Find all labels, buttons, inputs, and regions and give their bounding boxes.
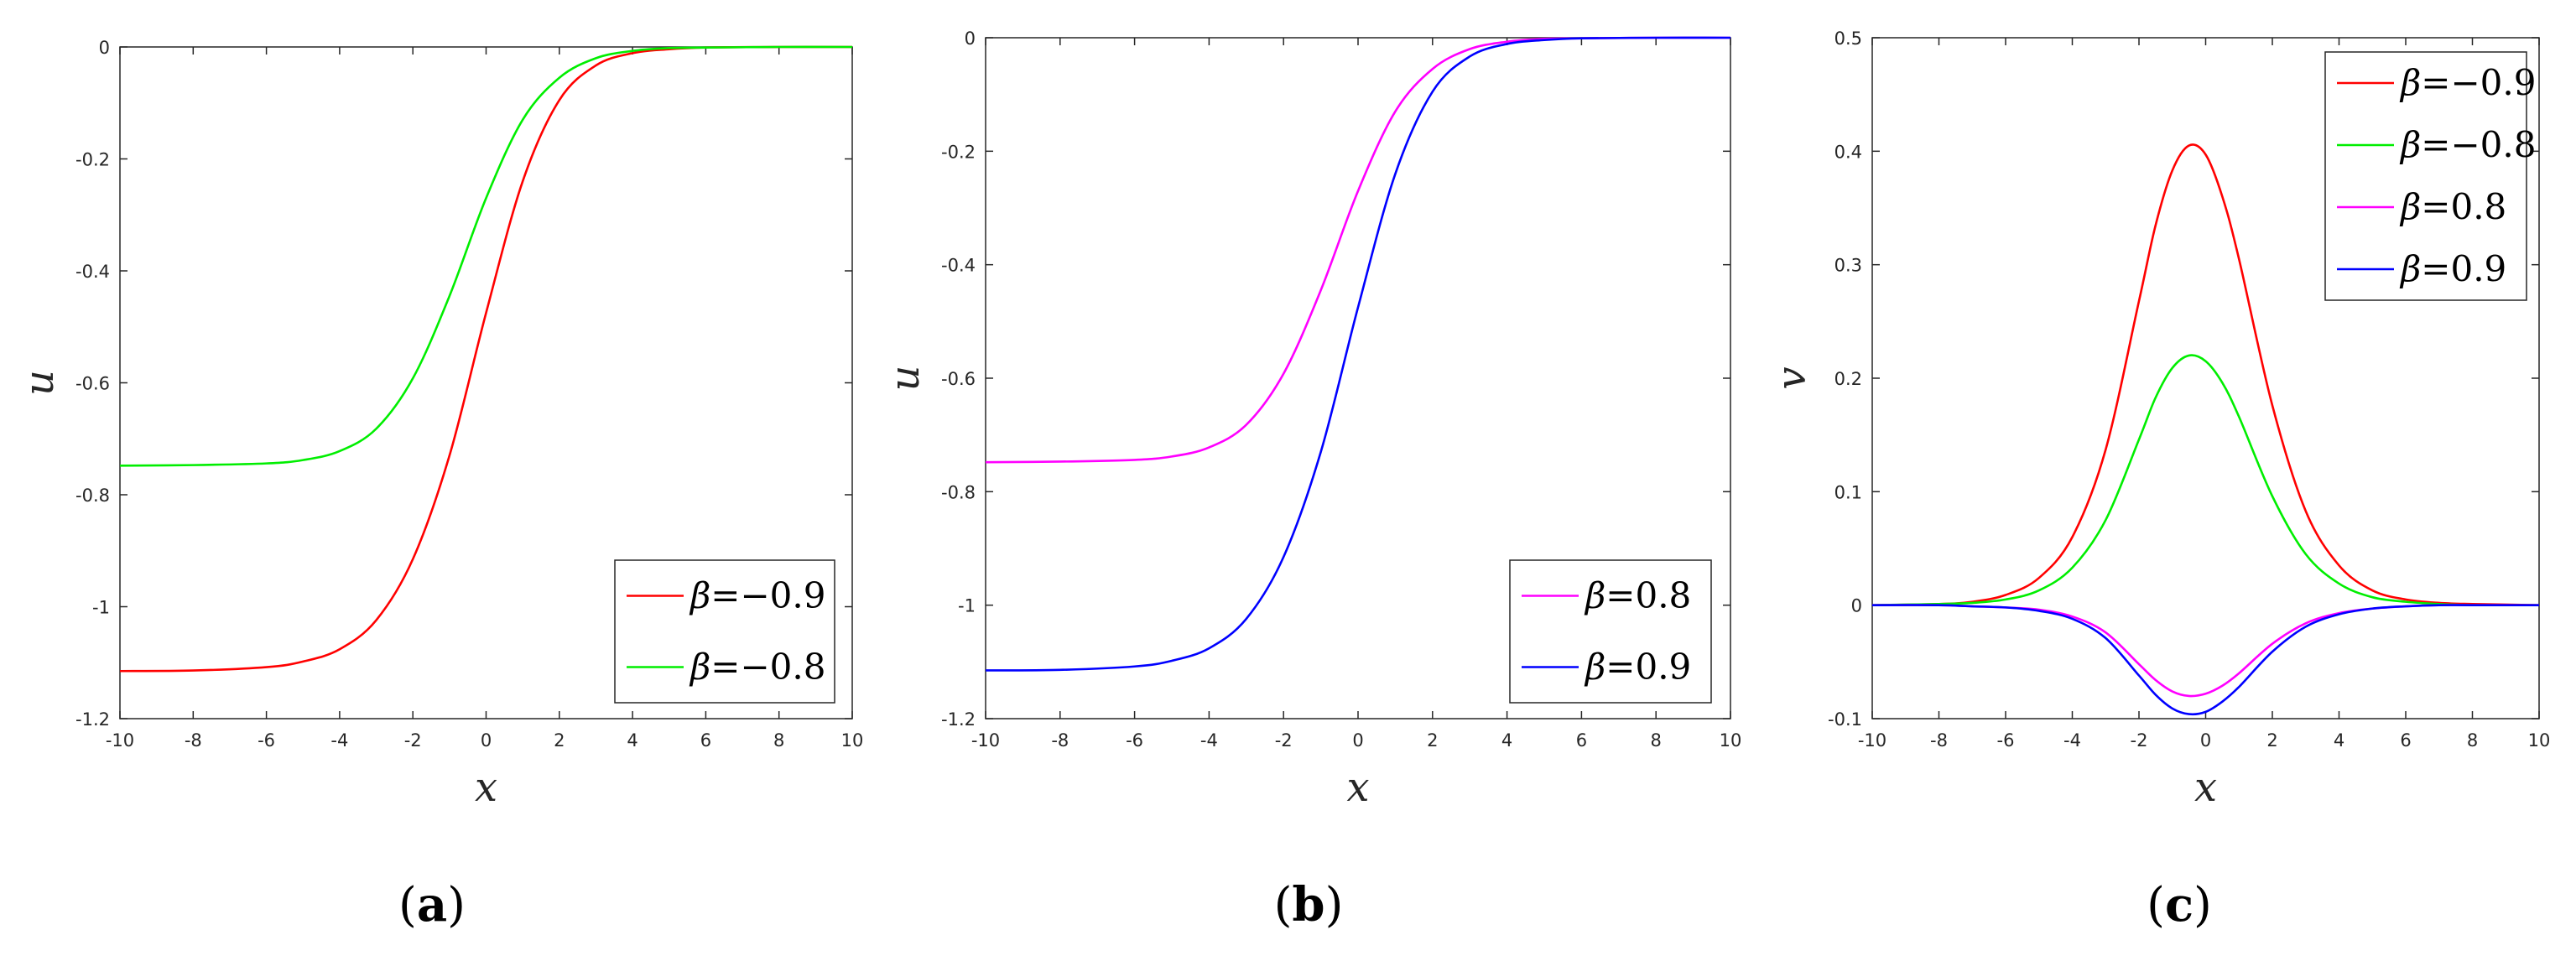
x-tick-label: 6 — [2400, 730, 2411, 751]
y-tick-label: 0.5 — [1834, 29, 1862, 49]
series-line — [119, 45, 853, 467]
x-tick-label: -4 — [2063, 730, 2081, 751]
x-tick-label: 10 — [1720, 730, 1742, 751]
y-tick-label: -1 — [958, 596, 976, 616]
x-tick-label: -2 — [1275, 730, 1293, 751]
x-tick-label: -6 — [1126, 730, 1143, 751]
y-axis-label: u — [16, 370, 63, 396]
y-tick-label: -1.2 — [75, 709, 110, 730]
series-line — [985, 36, 1731, 672]
x-tick-label: 2 — [554, 730, 565, 751]
y-tick-label: -0.2 — [75, 150, 110, 170]
legend-label: β=−0.8 — [689, 647, 825, 688]
y-tick-label: 0.1 — [1834, 482, 1862, 502]
panel-a: -10 -8 -6 -4 -2 0 2 4 6 8 10 -1.2 -1 -0.8 -0.6 -0.4 -0.2… — [16, 38, 863, 932]
y-tick-label: -0.4 — [75, 262, 110, 282]
x-tick-label: -2 — [2131, 730, 2148, 751]
legend-label: β=0.9 — [1584, 647, 1691, 688]
x-tick-label: -6 — [1997, 730, 2015, 751]
y-tick-label: -0.1 — [1828, 709, 1862, 730]
x-tick-label: 6 — [1576, 730, 1587, 751]
x-tick-label: -8 — [1930, 730, 1948, 751]
panel-label: (c) — [2147, 877, 2212, 932]
x-tick-label: 2 — [2266, 730, 2277, 751]
legend-label: β=0.8 — [1584, 575, 1691, 616]
x-tick-label: 10 — [2528, 730, 2551, 751]
x-axis-label: x — [2194, 764, 2217, 811]
y-tick-label: -1 — [92, 598, 110, 618]
y-tick-label: -0.4 — [941, 256, 976, 276]
x-tick-label: -2 — [404, 730, 422, 751]
legend-box — [2324, 51, 2527, 301]
x-axis-label: x — [1346, 764, 1369, 811]
x-tick-label: 2 — [1427, 730, 1438, 751]
x-tick-label: 0 — [2200, 730, 2211, 751]
panel-label: (b) — [1274, 877, 1344, 932]
y-tick-label: -0.8 — [941, 482, 976, 502]
panel-c: -10 -8 -6 -4 -2 0 2 4 6 8 10 -0.1 0 0.1 0.2 0.3 0.4 0.5 x v… — [1768, 29, 2550, 932]
y-axis-label: v — [1768, 366, 1815, 389]
x-tick-label: -8 — [1051, 730, 1069, 751]
y-tick-label: 0.3 — [1834, 256, 1862, 276]
y-tick-label: 0.2 — [1834, 369, 1862, 389]
y-tick-label: 0 — [1851, 596, 1862, 616]
x-tick-label: -10 — [1858, 730, 1886, 751]
y-tick-label: -1.2 — [941, 709, 976, 730]
legend-label: β=0.8 — [2399, 186, 2506, 227]
x-tick-label: 6 — [700, 730, 711, 751]
x-tick-label: -4 — [330, 730, 348, 751]
legend-label: β=−0.9 — [2399, 62, 2536, 103]
x-tick-label: 8 — [773, 730, 784, 751]
y-tick-label: -0.6 — [941, 369, 976, 389]
series-line — [1871, 354, 2540, 607]
x-axis-label: x — [475, 764, 497, 811]
x-tick-label: -10 — [106, 730, 134, 751]
legend-label: β=−0.8 — [2399, 124, 2536, 165]
x-tick-label: 0 — [481, 730, 492, 751]
x-tick-label: 4 — [2334, 730, 2344, 751]
y-tick-label: 0 — [99, 38, 110, 58]
y-tick-label: -0.6 — [75, 374, 110, 394]
x-tick-label: 0 — [1352, 730, 1363, 751]
y-tick-label: 0 — [965, 29, 976, 49]
panel-b: -10 -8 -6 -4 -2 0 2 4 6 8 10 -1.2 -1 -0.8 -0.6 -0.4 -0.2… — [882, 29, 1741, 932]
x-tick-label: 4 — [1501, 730, 1512, 751]
x-tick-label: -4 — [1200, 730, 1218, 751]
y-tick-label: -0.2 — [941, 142, 976, 162]
panel-label: (a) — [398, 877, 466, 932]
legend-box — [614, 559, 835, 704]
x-tick-label: -6 — [258, 730, 275, 751]
x-tick-label: -10 — [971, 730, 1000, 751]
x-tick-label: 8 — [1651, 730, 1662, 751]
legend-label: β=0.9 — [2399, 248, 2506, 289]
y-tick-label: -0.8 — [75, 486, 110, 506]
x-tick-label: 4 — [627, 730, 637, 751]
series-line — [1871, 143, 2540, 606]
legend-box — [1509, 559, 1712, 704]
series-line — [1871, 604, 2539, 716]
legend-label: β=−0.9 — [689, 575, 825, 616]
y-tick-label: 0.4 — [1834, 142, 1862, 162]
x-tick-label: -8 — [185, 730, 202, 751]
y-axis-label: u — [882, 366, 929, 392]
x-tick-label: 8 — [2467, 730, 2478, 751]
x-tick-label: 10 — [841, 730, 864, 751]
